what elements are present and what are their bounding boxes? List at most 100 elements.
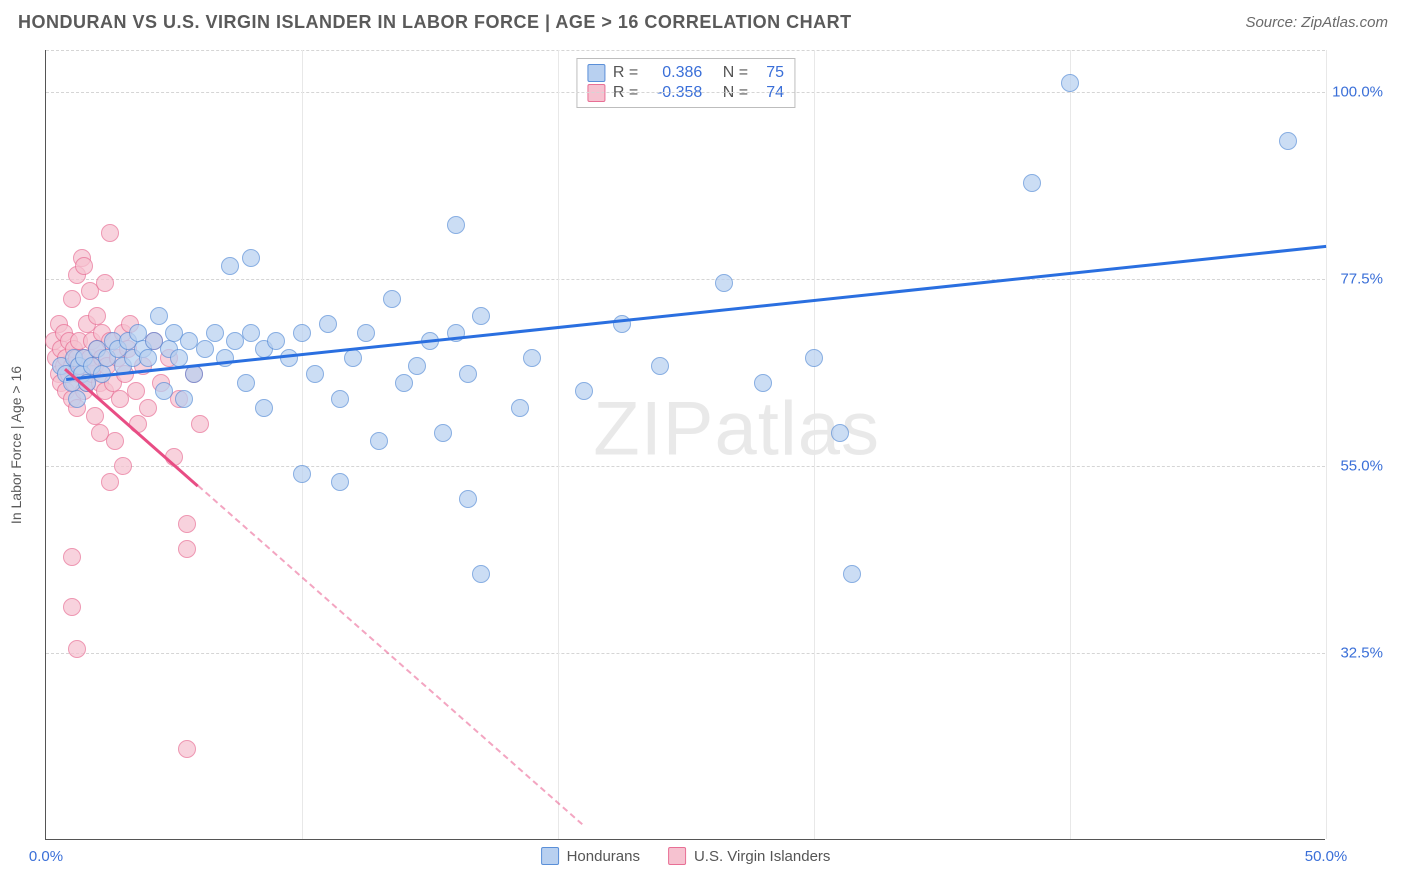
usvi-point [139, 399, 157, 417]
gridline-h [46, 50, 1325, 51]
usvi-point [63, 548, 81, 566]
stats-legend-box: R = 0.386 N = 75 R = -0.358 N = 74 [576, 58, 795, 108]
gridline-v [1070, 50, 1071, 839]
x-tick-label: 0.0% [29, 848, 63, 865]
hondurans-point [651, 357, 669, 375]
x-tick-label: 50.0% [1305, 848, 1348, 865]
hondurans-point [408, 357, 426, 375]
hondurans-point [370, 432, 388, 450]
hondurans-point [575, 382, 593, 400]
legend-swatch-2-icon [668, 847, 686, 865]
usvi-trendline [66, 368, 583, 824]
hondurans-point [196, 340, 214, 358]
n-label-2: N = [723, 84, 748, 102]
y-tick-label: 100.0% [1328, 83, 1383, 100]
hondurans-point [472, 307, 490, 325]
gridline-h [46, 466, 1325, 467]
usvi-point [63, 598, 81, 616]
r-value-2: -0.358 [646, 84, 702, 102]
hondurans-point [459, 490, 477, 508]
hondurans-point [331, 473, 349, 491]
stats-row-1: R = 0.386 N = 75 [587, 63, 784, 83]
watermark-a: ZIP [593, 386, 714, 471]
chart-source: Source: ZipAtlas.com [1245, 14, 1388, 31]
hondurans-point [306, 365, 324, 383]
gridline-v [302, 50, 303, 839]
hondurans-point [267, 332, 285, 350]
legend-swatch-1-icon [541, 847, 559, 865]
hondurans-point [255, 399, 273, 417]
gridline-v [558, 50, 559, 839]
hondurans-point [237, 374, 255, 392]
hondurans-point [242, 324, 260, 342]
gridline-h [46, 279, 1325, 280]
y-tick-label: 32.5% [1328, 644, 1383, 661]
legend-item-2: U.S. Virgin Islanders [668, 847, 830, 865]
hondurans-point [155, 382, 173, 400]
y-tick-label: 55.0% [1328, 457, 1383, 474]
usvi-point [127, 382, 145, 400]
swatch-s2-icon [587, 84, 605, 102]
usvi-point [63, 290, 81, 308]
n-value-1: 75 [756, 64, 784, 82]
usvi-point [106, 432, 124, 450]
legend-item-1: Hondurans [541, 847, 640, 865]
gridline-v [1326, 50, 1327, 839]
hondurans-point [395, 374, 413, 392]
hondurans-point [170, 349, 188, 367]
hondurans-point [221, 257, 239, 275]
usvi-point [178, 740, 196, 758]
r-label-2: R = [613, 84, 638, 102]
hondurans-point [754, 374, 772, 392]
hondurans-point [523, 349, 541, 367]
hondurans-point [242, 249, 260, 267]
swatch-s1-icon [587, 64, 605, 82]
usvi-point [86, 407, 104, 425]
plot-area: In Labor Force | Age > 16 ZIPatlas R = 0… [45, 50, 1325, 840]
hondurans-point [344, 349, 362, 367]
chart-container: In Labor Force | Age > 16 ZIPatlas R = 0… [45, 50, 1385, 840]
hondurans-point [357, 324, 375, 342]
n-label-1: N = [723, 64, 748, 82]
gridline-h [46, 92, 1325, 93]
hondurans-point [447, 216, 465, 234]
hondurans-point [1279, 132, 1297, 150]
hondurans-point [511, 399, 529, 417]
hondurans-point [715, 274, 733, 292]
usvi-point [88, 307, 106, 325]
usvi-point [114, 457, 132, 475]
hondurans-point [831, 424, 849, 442]
usvi-point [96, 274, 114, 292]
hondurans-point [1061, 74, 1079, 92]
hondurans-point [175, 390, 193, 408]
gridline-v [814, 50, 815, 839]
hondurans-point [150, 307, 168, 325]
r-value-1: 0.386 [646, 64, 702, 82]
gridline-h [46, 653, 1325, 654]
stats-row-2: R = -0.358 N = 74 [587, 83, 784, 103]
hondurans-point [472, 565, 490, 583]
hondurans-point [293, 465, 311, 483]
watermark-b: atlas [715, 386, 881, 471]
n-value-2: 74 [756, 84, 784, 102]
usvi-point [101, 224, 119, 242]
usvi-point [178, 515, 196, 533]
hondurans-point [139, 349, 157, 367]
chart-header: HONDURAN VS U.S. VIRGIN ISLANDER IN LABO… [0, 0, 1406, 41]
hondurans-point [843, 565, 861, 583]
usvi-point [101, 473, 119, 491]
legend-label-1: Hondurans [567, 848, 640, 865]
hondurans-point [206, 324, 224, 342]
series-legend: Hondurans U.S. Virgin Islanders [541, 847, 831, 865]
legend-label-2: U.S. Virgin Islanders [694, 848, 830, 865]
r-label-1: R = [613, 64, 638, 82]
hondurans-point [331, 390, 349, 408]
hondurans-point [1023, 174, 1041, 192]
hondurans-point [805, 349, 823, 367]
usvi-point [191, 415, 209, 433]
hondurans-point [434, 424, 452, 442]
usvi-point [75, 257, 93, 275]
usvi-point [178, 540, 196, 558]
hondurans-point [293, 324, 311, 342]
y-axis-label: In Labor Force | Age > 16 [8, 365, 24, 523]
